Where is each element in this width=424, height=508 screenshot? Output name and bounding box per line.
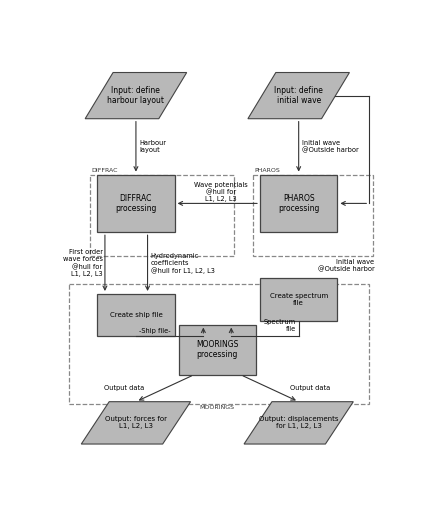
Text: First order
wave forces
@hull for
L1, L2, L3: First order wave forces @hull for L1, L2… [63,249,103,277]
Text: DIFFRAC: DIFFRAC [92,168,118,173]
Bar [260,175,338,232]
Text: Input: define
harbour layout: Input: define harbour layout [107,86,165,105]
Text: Create spectrum
file: Create spectrum file [270,293,328,306]
Text: Create ship file: Create ship file [109,312,162,318]
Text: -Ship file-: -Ship file- [139,328,170,334]
Text: Wave potentials
@hull for
L1, L2, L3: Wave potentials @hull for L1, L2, L3 [194,181,248,202]
Polygon shape [85,73,187,119]
Text: PHAROS
processing: PHAROS processing [278,194,319,213]
Text: Input: define
initial wave: Input: define initial wave [274,86,323,105]
Bar [260,278,338,321]
Polygon shape [248,73,349,119]
Text: Output data: Output data [104,385,145,391]
Bar [90,175,234,256]
Polygon shape [244,402,353,444]
Polygon shape [81,402,190,444]
Text: Output: displacements
for L1, L2, L3: Output: displacements for L1, L2, L3 [259,417,338,429]
Text: Spectrum
file: Spectrum file [263,319,296,332]
Text: PHAROS: PHAROS [254,168,280,173]
Text: Initial wave
@Outside harbor: Initial wave @Outside harbor [318,259,375,273]
Bar [69,284,369,404]
Text: DIFFRAC
processing: DIFFRAC processing [115,194,156,213]
Bar [253,175,373,256]
Text: Output data: Output data [290,385,330,391]
Text: Initial wave
@Outside harbor: Initial wave @Outside harbor [302,140,359,153]
Text: MOORINGS: MOORINGS [200,405,235,410]
Bar [179,325,256,375]
Bar [97,294,175,336]
Text: MOORINGS
processing: MOORINGS processing [196,340,238,360]
Text: Output: forces for
L1, L2, L3: Output: forces for L1, L2, L3 [105,417,167,429]
Bar [97,175,175,232]
Text: Harbour
layout: Harbour layout [139,140,166,153]
Text: Hydrodynamic
coefficients
@hull for L1, L2, L3: Hydrodynamic coefficients @hull for L1, … [151,252,215,273]
